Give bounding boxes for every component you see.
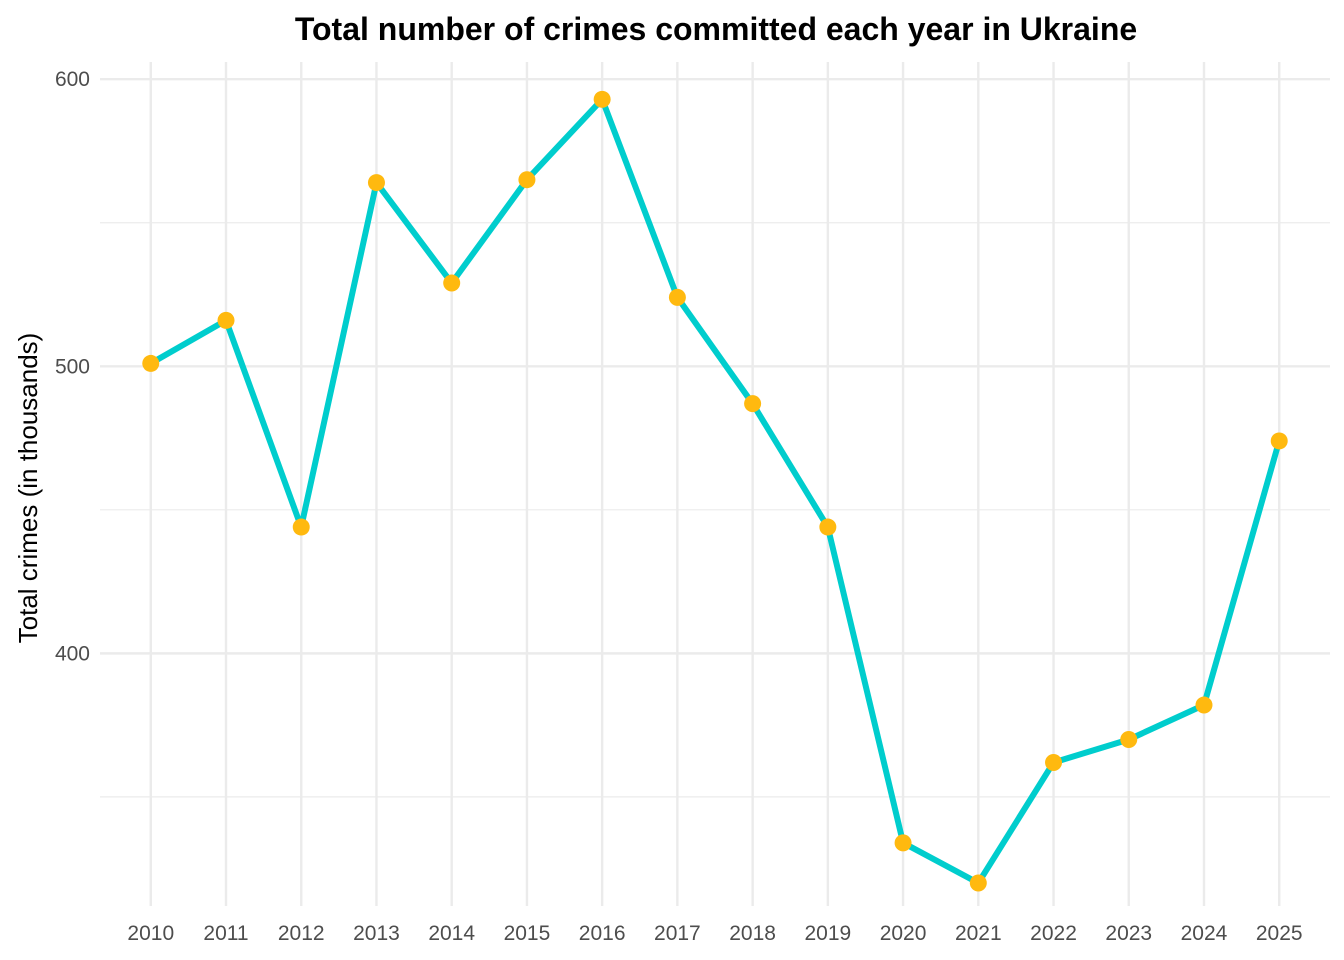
data-point [1120, 730, 1138, 748]
chart-title: Total number of crimes committed each ye… [295, 11, 1137, 47]
x-tick-label: 2023 [1105, 922, 1152, 945]
y-tick-label: 600 [55, 68, 90, 91]
data-point [668, 288, 686, 306]
major-gridlines [100, 62, 1330, 906]
series-points-group [142, 90, 1288, 892]
x-tick-label: 2022 [1030, 922, 1077, 945]
x-tick-label: 2018 [729, 922, 776, 945]
y-axis-ticks: 400 500 600 [55, 68, 90, 665]
data-point [142, 354, 160, 372]
series-line-group [147, 96, 1283, 886]
x-tick-label: 2017 [654, 922, 701, 945]
data-point [292, 518, 310, 536]
y-axis-label: Total crimes (in thousands) [13, 333, 43, 644]
data-point [819, 518, 837, 536]
x-tick-label: 2025 [1256, 922, 1303, 945]
x-tick-label: 2011 [203, 922, 248, 945]
data-point [744, 395, 762, 413]
series-line [147, 96, 1283, 886]
x-tick-label: 2024 [1181, 922, 1228, 945]
data-point [518, 171, 536, 189]
data-point [1195, 696, 1213, 714]
x-tick-label: 2013 [353, 922, 400, 945]
data-point [367, 174, 385, 192]
data-point [1270, 432, 1288, 450]
x-tick-label: 2016 [579, 922, 626, 945]
x-tick-label: 2012 [278, 922, 325, 945]
x-tick-label: 2014 [428, 922, 475, 945]
x-tick-label: 2021 [955, 922, 1002, 945]
data-point [593, 90, 611, 108]
x-tick-label: 2015 [504, 922, 551, 945]
x-tick-label: 2019 [804, 922, 851, 945]
y-tick-label: 500 [55, 355, 90, 378]
data-point [969, 874, 987, 892]
data-point [894, 834, 912, 852]
x-tick-label: 2010 [127, 922, 174, 945]
x-tick-label: 2020 [880, 922, 927, 945]
minor-gridlines [100, 222, 1330, 798]
data-point [443, 274, 461, 292]
data-point [1045, 753, 1063, 771]
data-point [217, 311, 235, 329]
x-axis-ticks: 2010 2011 2012 2013 2014 2015 2016 2017 2018 2019… [127, 922, 1302, 945]
y-tick-label: 400 [55, 642, 90, 665]
